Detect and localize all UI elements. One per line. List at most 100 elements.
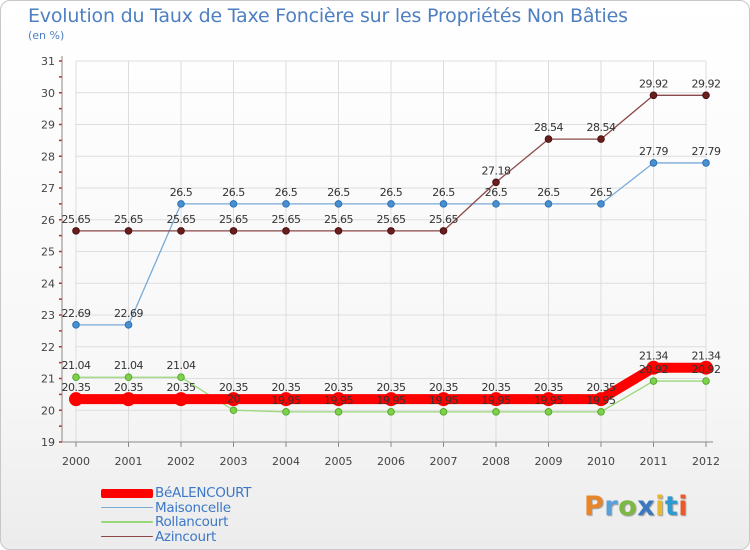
y-tick-label: 21: [41, 373, 55, 386]
data-label-rollancourt: 21.04: [167, 359, 196, 372]
data-point-balencourt: [646, 360, 661, 375]
y-tick-label: 29: [41, 119, 55, 132]
data-point-rollancourt: [544, 408, 553, 416]
data-point-azincourt: [649, 91, 658, 100]
y-tick-label: 30: [41, 87, 55, 100]
data-point-balencourt: [384, 392, 398, 407]
data-label-azincourt: 25.65: [167, 213, 196, 226]
logo-letter: r: [604, 491, 619, 522]
data-point-maisoncelle: [72, 321, 80, 329]
data-label-maisoncelle: 27.79: [639, 145, 668, 158]
data-label-azincourt: 25.65: [114, 213, 143, 226]
data-label-maisoncelle: 22.69: [62, 307, 91, 320]
data-label-azincourt: 28.54: [587, 121, 616, 134]
data-label-azincourt: 29.92: [692, 77, 721, 90]
data-point-azincourt: [72, 227, 80, 235]
data-point-maisoncelle: [439, 200, 448, 208]
data-label-balencourt: 20.35: [219, 381, 248, 394]
x-tick-label: 2001: [115, 455, 143, 468]
data-label-rollancourt: 20: [227, 392, 240, 405]
data-label-azincourt: 25.65: [219, 213, 248, 226]
x-tick-label: 2008: [482, 455, 510, 468]
data-point-rollancourt: [124, 373, 133, 382]
data-point-maisoncelle: [387, 200, 395, 208]
data-label-rollancourt: 21.04: [114, 359, 143, 372]
data-label-azincourt: 25.65: [377, 213, 406, 226]
data-point-azincourt: [702, 91, 710, 100]
legend-label-bealencourt: BéALENCOURT: [155, 485, 252, 501]
data-point-maisoncelle: [544, 200, 553, 208]
x-tick-label: 2011: [640, 455, 668, 468]
data-label-balencourt: 20.35: [429, 381, 458, 394]
legend-swatch-azincourt: [101, 535, 153, 538]
data-label-maisoncelle: 26.5: [537, 186, 560, 199]
y-tick-label: 25: [41, 246, 55, 259]
x-tick-label: 2006: [377, 455, 405, 468]
logo-letter: i: [678, 491, 689, 522]
x-tick-label: 2003: [220, 455, 248, 468]
data-point-balencourt: [174, 392, 188, 407]
data-point-azincourt: [492, 178, 500, 187]
data-point-azincourt: [229, 227, 238, 235]
legend-swatch-rollancourt: [101, 521, 153, 523]
proxiti-logo: Proxiti: [584, 491, 688, 522]
data-label-balencourt: 20.35: [62, 381, 91, 394]
legend-label-maisoncelle: Maisoncelle: [155, 499, 231, 516]
data-point-rollancourt: [702, 377, 710, 385]
data-point-maisoncelle: [229, 200, 238, 208]
data-point-azincourt: [544, 135, 553, 143]
data-point-balencourt: [699, 360, 713, 375]
data-label-maisoncelle: 26.5: [485, 186, 508, 199]
y-tick-label: 31: [41, 55, 55, 68]
data-point-maisoncelle: [649, 159, 658, 167]
data-label-rollancourt: 19.95: [377, 394, 406, 407]
y-tick-label: 20: [41, 404, 55, 417]
logo-letter: P: [584, 491, 605, 522]
data-point-azincourt: [597, 135, 605, 143]
data-label-balencourt: 20.35: [272, 381, 301, 394]
y-tick-label: 26: [41, 214, 55, 227]
data-label-azincourt: 25.65: [272, 213, 301, 226]
x-tick-label: 2007: [430, 455, 458, 468]
data-label-rollancourt: 19.95: [534, 394, 563, 407]
data-label-rollancourt: 19.95: [324, 394, 353, 407]
data-label-rollancourt: 19.95: [482, 394, 511, 407]
data-point-azincourt: [334, 227, 343, 235]
x-tick-label: 2012: [692, 455, 720, 468]
y-tick-label: 27: [41, 182, 55, 195]
y-tick-label: 28: [41, 150, 55, 163]
y-tick-label: 19: [41, 436, 55, 449]
data-label-azincourt: 27.18: [482, 164, 511, 177]
data-label-balencourt: 20.35: [167, 381, 196, 394]
data-point-balencourt: [436, 392, 451, 407]
data-point-rollancourt: [282, 408, 290, 416]
data-label-maisoncelle: 27.79: [692, 145, 721, 158]
data-point-maisoncelle: [702, 159, 710, 167]
data-label-balencourt: 20.35: [324, 381, 353, 394]
x-tick-label: 2005: [325, 455, 353, 468]
data-label-azincourt: 29.92: [639, 77, 668, 90]
data-point-rollancourt: [387, 408, 395, 416]
gridlines: [75, 60, 707, 442]
data-point-balencourt: [489, 392, 503, 407]
data-point-rollancourt: [597, 408, 605, 416]
chart-subtitle: (en %): [28, 29, 65, 42]
x-tick-label: 2002: [167, 455, 195, 468]
data-label-rollancourt: 21.04: [62, 359, 91, 372]
series-layer: [69, 91, 713, 416]
logo-letter: o: [618, 491, 638, 522]
data-label-azincourt: 28.54: [534, 121, 563, 134]
y-tick-label: 23: [41, 309, 55, 322]
data-label-maisoncelle: 26.5: [590, 186, 613, 199]
data-label-rollancourt: 20.92: [639, 363, 668, 376]
data-label-balencourt: 20.35: [534, 381, 563, 394]
data-point-azincourt: [387, 227, 395, 235]
data-point-balencourt: [331, 392, 346, 407]
data-label-balencourt: 20.35: [587, 381, 616, 394]
legend-swatch-maisoncelle: [101, 506, 153, 509]
data-point-maisoncelle: [177, 200, 185, 208]
data-label-maisoncelle: 26.5: [170, 186, 193, 199]
data-point-balencourt: [226, 392, 241, 407]
data-label-rollancourt: 19.95: [429, 394, 458, 407]
logo-letter: t: [664, 491, 679, 522]
